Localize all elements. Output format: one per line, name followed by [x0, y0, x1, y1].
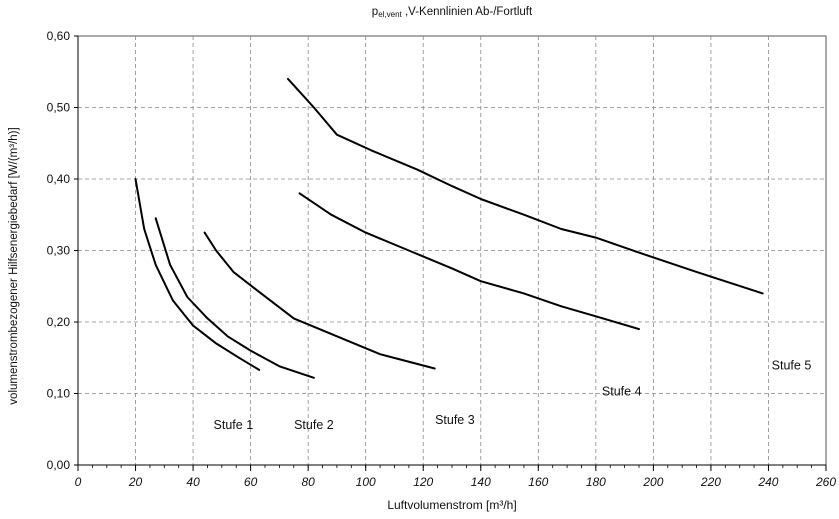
x-tick-label: 260	[815, 475, 836, 489]
series-line-stufe-4	[298, 192, 640, 331]
series-line-stufe-3	[203, 231, 436, 370]
y-axis-label: volumenstrombezogener Hilfsenergiebedarf…	[8, 127, 20, 405]
y-tick-label: 0,30	[47, 244, 71, 258]
curve-label-stufe-2: Stufe 2	[294, 418, 334, 432]
y-tick-label: 0,00	[47, 458, 71, 472]
chart-title-rest: ,V-Kennlinien Ab-/Fortluft	[401, 6, 533, 18]
x-tick-label: 100	[356, 475, 376, 489]
curve-label-stufe-3: Stufe 3	[435, 413, 475, 427]
curve-label-stufe-1: Stufe 1	[214, 418, 254, 432]
curve-label-stufe-4: Stufe 4	[602, 384, 642, 398]
x-axis-label: Luftvolumenstrom [m³/h]	[387, 498, 517, 512]
y-tick-label: 0,60	[47, 29, 71, 43]
chart-title-main: p	[371, 6, 379, 18]
x-tick-label: 0	[75, 475, 82, 489]
y-tick-label: 0,20	[47, 315, 71, 329]
y-tick-label: 0,10	[47, 387, 71, 401]
x-tick-label: 140	[471, 475, 491, 489]
x-tick-label: 20	[128, 475, 143, 489]
chart-title-subscript: el,vent	[378, 10, 402, 19]
x-tick-label: 40	[186, 475, 200, 489]
series-line-stufe-1	[134, 178, 261, 371]
x-tick-label: 80	[301, 475, 315, 489]
series-line-stufe-2	[154, 217, 315, 379]
series-line-stufe-5	[287, 77, 764, 295]
x-tick-label: 180	[586, 475, 606, 489]
x-tick-label: 220	[700, 475, 721, 489]
y-tick-label: 0,50	[47, 101, 71, 115]
x-tick-label: 120	[413, 475, 433, 489]
x-tick-label: 60	[244, 475, 258, 489]
y-tick-label: 0,40	[47, 172, 71, 186]
x-tick-label: 160	[528, 475, 548, 489]
chart-title: pel,vent ,V-Kennlinien Ab-/Fortluft	[78, 6, 826, 19]
x-tick-label: 240	[757, 475, 778, 489]
x-tick-label: 200	[642, 475, 663, 489]
curve-label-stufe-5: Stufe 5	[772, 359, 812, 373]
